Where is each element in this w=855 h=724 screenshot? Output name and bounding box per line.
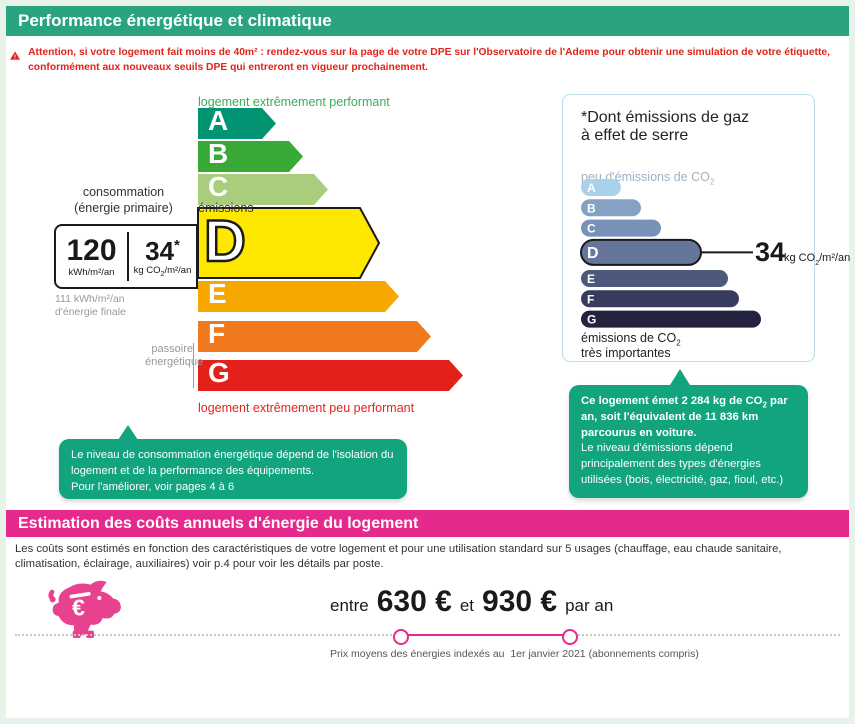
svg-text:D: D <box>204 209 246 274</box>
svg-text:€: € <box>72 594 85 620</box>
svg-text:B: B <box>208 138 228 169</box>
svg-text:A: A <box>208 108 228 136</box>
svg-text:C: C <box>587 222 596 236</box>
svg-text:F: F <box>587 292 594 306</box>
svg-text:G: G <box>208 357 230 388</box>
svg-text:34: 34 <box>755 237 785 267</box>
svg-text:G: G <box>587 313 596 327</box>
svg-text:F: F <box>208 318 225 349</box>
svg-text:E: E <box>208 278 227 309</box>
svg-text:B: B <box>587 201 596 215</box>
svg-text:D: D <box>587 245 599 262</box>
svg-text:E: E <box>587 272 595 286</box>
svg-text:A: A <box>587 181 596 195</box>
